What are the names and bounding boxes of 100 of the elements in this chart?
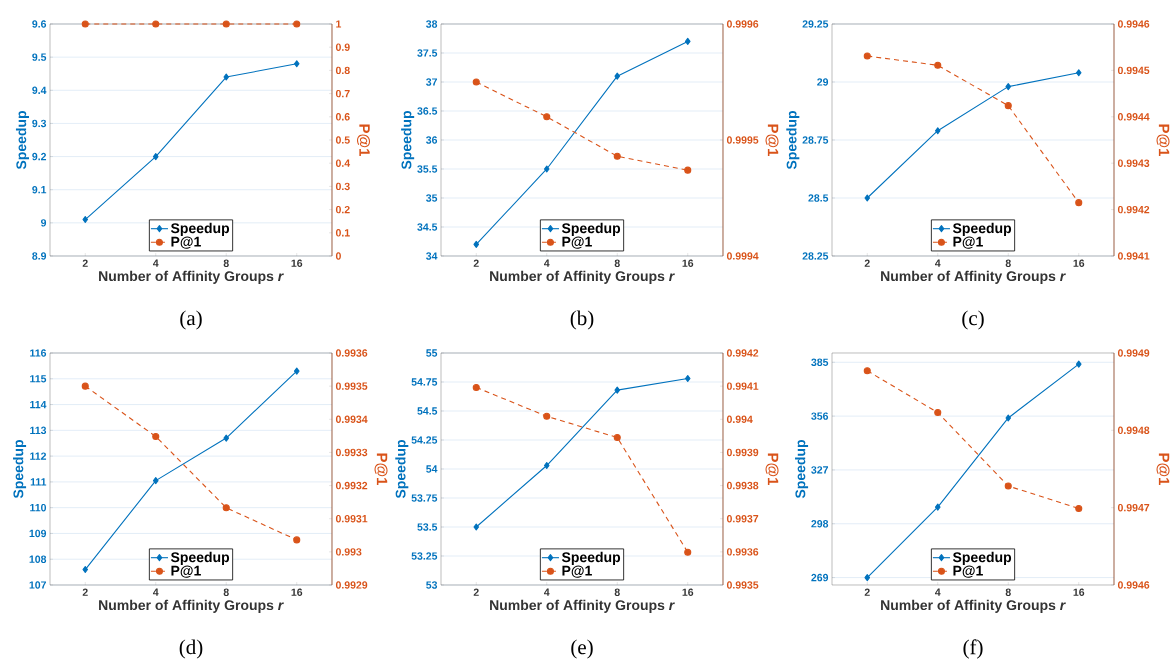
x-tick-label: 4: [152, 259, 159, 267]
point: [684, 166, 692, 174]
x-axis-title: Number of Affinity Groups r: [490, 599, 675, 613]
point: [152, 432, 160, 441]
y-tick-label: 34: [426, 252, 438, 260]
y2-tick-label: 0.9996: [726, 20, 759, 28]
y-axis-title: Speedup: [795, 440, 809, 499]
y-tick-label: 28.25: [802, 252, 829, 260]
y2-tick-label: 0.1: [335, 229, 350, 237]
point: [223, 73, 230, 81]
x-axis-title: Number of Affinity Groups r: [490, 270, 675, 284]
point: [864, 574, 871, 582]
legend-label: P@1: [171, 565, 201, 578]
y-tick-label: 298: [811, 520, 829, 528]
y-tick-label: 34.5: [417, 223, 438, 231]
point: [1004, 482, 1012, 490]
y-tick-label: 54.25: [411, 436, 438, 444]
y-tick-label: 54: [426, 465, 438, 473]
y2-tick-label: 0.2: [335, 205, 350, 214]
legend-label: P@1: [171, 236, 201, 249]
y2-tick-label: 0.9: [335, 43, 350, 51]
x-tick-label: 8: [223, 588, 229, 596]
y2-tick-label: 0.8: [335, 66, 350, 75]
y-tick-label: 35: [426, 194, 438, 202]
y2-tick-label: 0.9995: [726, 136, 759, 144]
point: [614, 386, 621, 394]
y-tick-label: 113: [30, 426, 47, 435]
x-tick-label: 8: [1005, 259, 1011, 267]
x-tick-label: 2: [82, 259, 88, 267]
point: [82, 215, 89, 224]
y-tick-label: 9.5: [32, 53, 47, 61]
x-tick-label: 8: [614, 588, 620, 596]
y2-tick-label: 0.9929: [335, 581, 368, 589]
point: [81, 382, 89, 390]
point: [293, 536, 301, 544]
text: (e): [571, 639, 593, 659]
y-tick-label: 9.3: [32, 119, 47, 128]
point: [1075, 69, 1082, 77]
text: (b): [570, 310, 594, 330]
y2-tick-label: 0.9933: [335, 448, 368, 457]
x-tick-label: 16: [682, 259, 694, 267]
x-tick-label: 2: [864, 259, 870, 267]
x-tick-label: 16: [291, 588, 303, 596]
point: [543, 412, 551, 420]
y2-tick-label: 0.9939: [726, 448, 759, 457]
point: [543, 113, 551, 121]
y2-tick-label: 0.5: [335, 136, 350, 144]
y2-axis-title: P@1: [1156, 453, 1170, 486]
legend-label: Speedup: [952, 551, 1012, 565]
point: [472, 78, 480, 86]
legend-label: Speedup: [561, 551, 621, 565]
point: [1005, 83, 1012, 91]
y-tick-label: 28.75: [802, 136, 829, 144]
y2-axis-title: P@1: [374, 453, 388, 486]
y-tick-label: 53.5: [417, 523, 438, 531]
point: [223, 434, 230, 442]
text: (d): [179, 639, 203, 659]
y-axis-title: Speedup: [786, 111, 800, 170]
y2-tick-label: 1: [336, 20, 342, 28]
point: [222, 504, 230, 512]
y2-tick-label: 0.9946: [1117, 581, 1150, 589]
y-tick-label: 37.5: [417, 49, 438, 57]
legend-label: Speedup: [952, 222, 1012, 236]
y-tick-label: 9.4: [32, 86, 47, 95]
point: [864, 194, 871, 202]
y-tick-label: 29.25: [802, 20, 829, 28]
text: (c): [962, 310, 984, 330]
x-axis-title: Number of Affinity Groups r: [99, 599, 284, 613]
point: [472, 383, 480, 392]
y-tick-label: 9.6: [32, 20, 47, 28]
y-tick-label: 9.1: [32, 186, 47, 194]
y2-tick-label: 0.9937: [726, 515, 759, 523]
legend-label: P@1: [953, 565, 983, 578]
y-tick-label: 356: [811, 412, 829, 420]
y-tick-label: 8.9: [32, 252, 47, 260]
x-tick-label: 8: [223, 259, 229, 267]
y-tick-label: 9: [40, 219, 47, 227]
legend-label: P@1: [953, 236, 983, 249]
y2-axis-title: P@1: [357, 124, 371, 157]
y2-tick-label: 0.3: [335, 182, 350, 191]
y2-axis-title: P@1: [1156, 124, 1170, 157]
y-tick-label: 9.2: [32, 152, 47, 161]
y-tick-label: 36: [426, 136, 438, 144]
point: [152, 477, 159, 485]
y2-tick-label: 0.9934: [335, 415, 368, 424]
y2-tick-label: 0.9931: [335, 514, 368, 523]
y2-tick-label: 0.994: [726, 415, 753, 424]
y2-tick-label: 0.9941: [726, 382, 759, 390]
y-tick-label: 385: [811, 358, 829, 367]
x-tick-label: 16: [1073, 259, 1085, 267]
y2-axis-title: P@1: [765, 453, 779, 486]
y2-tick-label: 0.9948: [1117, 426, 1150, 435]
y2-tick-label: 0.9935: [335, 382, 368, 390]
y-tick-label: 269: [811, 573, 829, 582]
point: [293, 60, 300, 68]
y2-tick-label: 0.9946: [1117, 20, 1150, 28]
y-tick-label: 36.5: [417, 107, 438, 115]
y-axis-title: Speedup: [401, 111, 415, 170]
point: [152, 153, 159, 161]
y-tick-label: 35.5: [417, 165, 438, 173]
